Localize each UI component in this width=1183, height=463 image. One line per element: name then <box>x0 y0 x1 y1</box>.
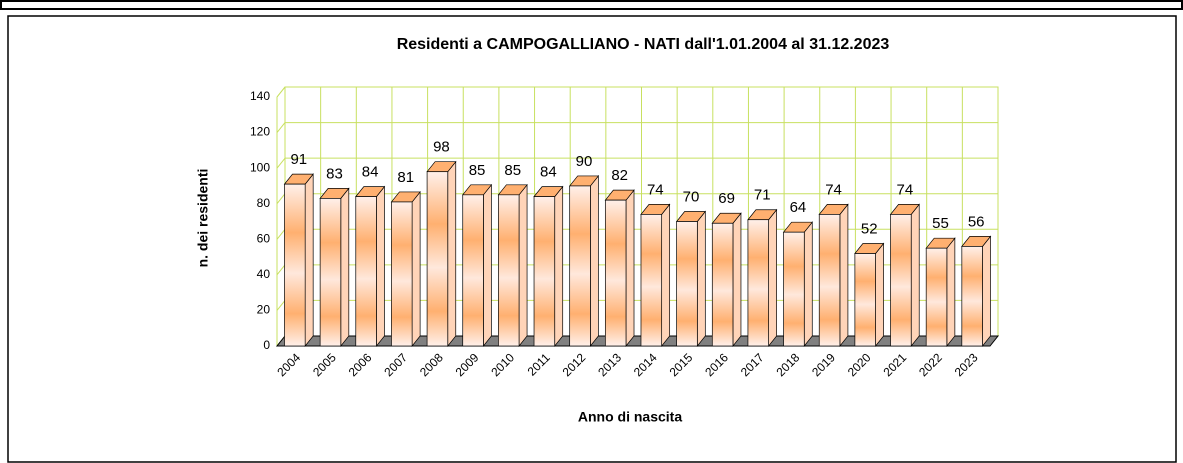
y-tick-label: 40 <box>257 267 271 281</box>
bar <box>569 185 591 347</box>
data-label: 55 <box>932 215 949 232</box>
bar-side <box>696 210 706 347</box>
bar-side <box>768 208 777 347</box>
y-tick-label: 60 <box>257 231 271 245</box>
bar-side <box>875 242 884 347</box>
y-tick-label: 120 <box>250 125 270 139</box>
x-axis-title: Anno di nascita <box>578 409 682 425</box>
bar <box>925 247 948 347</box>
data-label: 98 <box>433 139 450 156</box>
bar-side <box>910 203 920 347</box>
data-label: 84 <box>362 164 379 181</box>
data-label: 64 <box>790 199 807 216</box>
bar <box>854 253 876 347</box>
bar-side <box>803 221 813 347</box>
bar <box>711 222 734 347</box>
grid-line-side <box>276 264 286 276</box>
data-label: 69 <box>718 190 735 207</box>
bar-side <box>554 185 564 347</box>
bar <box>783 231 805 347</box>
y-tick-label: 0 <box>263 338 270 352</box>
data-label: 56 <box>968 213 985 230</box>
bar <box>319 198 342 347</box>
data-label: 84 <box>540 164 557 181</box>
data-label: 52 <box>861 220 878 237</box>
bar <box>640 214 663 347</box>
bar <box>890 214 912 347</box>
floor <box>275 335 1000 347</box>
bar <box>747 219 769 347</box>
grid-line-side <box>276 228 286 240</box>
data-label: 85 <box>469 162 486 179</box>
data-label: 74 <box>647 181 664 198</box>
bar <box>391 201 413 347</box>
data-label: 83 <box>326 165 343 182</box>
bar <box>604 199 627 347</box>
bar-side <box>946 237 956 347</box>
bar-side <box>839 203 849 347</box>
y-tick-label: 100 <box>250 160 270 174</box>
data-label: 91 <box>290 151 307 168</box>
bar-side <box>483 183 492 347</box>
data-label: 82 <box>611 167 628 184</box>
bar-side <box>732 212 742 347</box>
grid-line-side <box>276 300 286 311</box>
bar <box>355 196 377 347</box>
top-frame <box>0 0 1183 10</box>
data-label: 81 <box>397 169 414 186</box>
grid-line-side <box>276 157 286 169</box>
y-tick-label: 80 <box>257 196 271 210</box>
grid-line-side <box>276 122 286 133</box>
bar <box>961 246 983 347</box>
bar-side <box>411 190 421 347</box>
bar-side <box>625 189 635 347</box>
bar-side <box>340 187 350 347</box>
bar-side <box>590 174 599 347</box>
bar <box>498 194 520 347</box>
bar-side <box>447 160 457 347</box>
bar-side <box>982 235 991 347</box>
data-label: 74 <box>897 181 914 198</box>
bar-side <box>518 183 528 347</box>
y-tick-label: 140 <box>250 89 270 103</box>
chart-title: Residenti a CAMPOGALLIANO - NATI dall'1.… <box>397 36 890 53</box>
bar <box>426 171 449 347</box>
bar <box>818 214 841 347</box>
data-label: 74 <box>825 181 842 198</box>
bar-side <box>661 203 671 347</box>
bar-side <box>376 185 385 347</box>
y-axis-title: n. dei residenti <box>195 169 211 268</box>
data-label: 71 <box>754 187 771 204</box>
data-label: 70 <box>683 188 700 205</box>
grid-line-side <box>276 193 286 205</box>
bar <box>533 196 556 347</box>
bar <box>284 183 306 347</box>
grid-line-side <box>276 86 286 98</box>
bar <box>462 194 484 347</box>
y-tick-label: 20 <box>257 303 271 317</box>
data-label: 90 <box>576 153 593 170</box>
data-label: 85 <box>504 162 521 179</box>
bar <box>676 221 698 347</box>
bar-side <box>304 173 314 347</box>
